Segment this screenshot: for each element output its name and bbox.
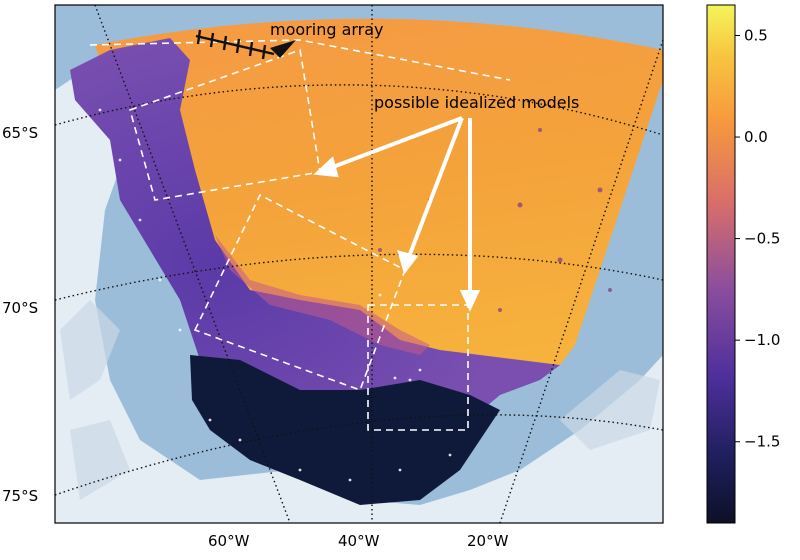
field-cold-core xyxy=(190,355,500,505)
mooring-array xyxy=(195,29,296,60)
arrow-to-box-middle xyxy=(405,117,464,263)
field-shelf-band xyxy=(70,38,560,450)
colorbar-tick-label: −1.0 xyxy=(744,331,780,349)
parallel-75s xyxy=(55,414,663,496)
coastline-dots xyxy=(98,108,452,482)
colorbar-tick-label: −0.5 xyxy=(744,230,780,248)
map-frame xyxy=(54,4,664,524)
lon-label-40w: 40°W xyxy=(338,532,380,550)
latitude-labels: 65°S 70°S 75°S xyxy=(2,124,38,505)
colorbar-ramp xyxy=(706,4,736,524)
colorbar: 0.5 0.0 −0.5 −1.0 −1.5 xyxy=(706,4,780,524)
colorbar-tick-label: −1.5 xyxy=(744,433,780,451)
graticule xyxy=(55,5,663,523)
lon-label-20w: 20°W xyxy=(467,532,509,550)
arrow-to-box-north xyxy=(324,116,463,172)
lat-label-70s: 70°S xyxy=(2,299,38,317)
colorbar-tick-label: 0.0 xyxy=(744,128,768,146)
mooring-label: mooring array xyxy=(270,20,384,39)
model-arrows xyxy=(313,116,481,312)
colorbar-tick-label: 0.5 xyxy=(744,26,768,44)
colorbar-ticks: 0.5 0.0 −0.5 −1.0 −1.5 xyxy=(735,26,780,451)
mooring-arrowhead xyxy=(270,40,296,58)
models-label: possible idealized models xyxy=(374,93,579,112)
lon-label-60w: 60°W xyxy=(208,532,250,550)
model-box-south xyxy=(367,304,469,431)
longitude-labels: 60°W 40°W 20°W xyxy=(208,532,509,550)
lat-label-75s: 75°S xyxy=(2,487,38,505)
map-panel: mooring array possible idealized models xyxy=(55,5,663,523)
domain-outline xyxy=(89,39,511,81)
lat-label-65s: 65°S xyxy=(2,124,38,142)
parallel-70s xyxy=(55,253,663,301)
field-transition xyxy=(215,235,430,355)
